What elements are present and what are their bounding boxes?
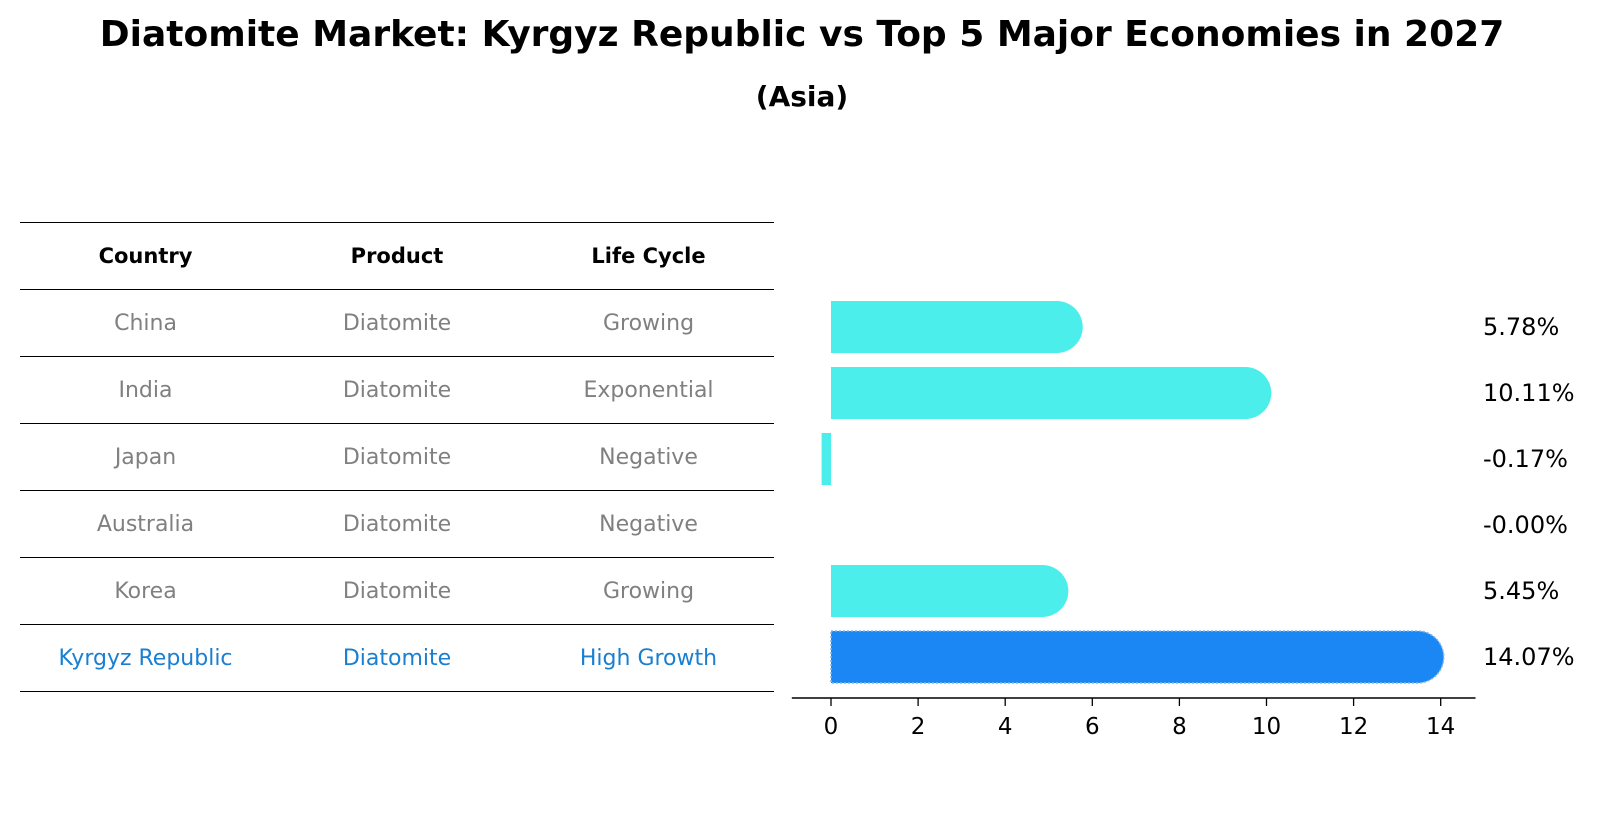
- cell-life-cycle: Negative: [599, 444, 698, 470]
- table-row: China Diatomite Growing: [20, 289, 774, 356]
- cell-life-cycle: Negative: [599, 511, 698, 537]
- header-country: Country: [98, 244, 193, 268]
- bar-kyrgyz-republic: [830, 630, 1445, 684]
- cell-country: Australia: [96, 511, 195, 537]
- bar-india: [831, 367, 1272, 419]
- x-tick-label: 4: [998, 714, 1013, 740]
- bar-value-label: 5.45%: [1483, 577, 1559, 605]
- header-life-cycle: Life Cycle: [591, 244, 706, 268]
- x-tick-label: 6: [1085, 714, 1100, 740]
- chart-title: Diatomite Market: Kyrgyz Republic vs Top…: [99, 14, 1505, 55]
- table-row: Australia Diatomite Negative: [20, 490, 774, 557]
- bar-korea: [831, 565, 1069, 617]
- x-tick-label: 14: [1426, 714, 1455, 740]
- cell-country: India: [118, 377, 173, 403]
- x-tick-label: 10: [1252, 714, 1281, 740]
- cell-country: Japan: [114, 444, 177, 470]
- cell-product: Diatomite: [342, 377, 452, 403]
- cell-country: Korea: [114, 578, 177, 604]
- bar-value-label: -0.00%: [1483, 511, 1568, 539]
- cell-product: Diatomite: [342, 444, 452, 470]
- x-tick-label: 0: [824, 714, 839, 740]
- bar-value-label: 10.11%: [1483, 379, 1575, 407]
- cell-product: Diatomite: [342, 578, 452, 604]
- x-tick-label: 2: [911, 714, 926, 740]
- cell-life-cycle: Exponential: [583, 377, 714, 403]
- x-tick-label: 8: [1172, 714, 1187, 740]
- cell-life-cycle: High Growth: [579, 645, 718, 671]
- bar-value-label: -0.17%: [1483, 445, 1568, 473]
- country-table: Country Product Life Cycle China Diatomi…: [20, 222, 774, 692]
- table-row: Korea Diatomite Growing: [20, 557, 774, 624]
- table-row-highlighted: Kyrgyz Republic Diatomite High Growth: [20, 624, 774, 692]
- x-tick-label: 12: [1339, 714, 1368, 740]
- cell-product: Diatomite: [342, 511, 452, 537]
- table-header-row: Country Product Life Cycle: [20, 222, 774, 289]
- table-row: Japan Diatomite Negative: [20, 423, 774, 490]
- bar-value-label: 5.78%: [1483, 313, 1559, 341]
- header-product: Product: [350, 244, 444, 268]
- cell-country: Kyrgyz Republic: [58, 645, 233, 671]
- bar-japan: [821, 433, 831, 485]
- cell-life-cycle: Growing: [602, 578, 695, 604]
- bar-value-label: 14.07%: [1483, 643, 1575, 671]
- bar-china: [831, 301, 1083, 353]
- cell-life-cycle: Growing: [602, 310, 695, 336]
- cell-country: China: [114, 310, 177, 336]
- cell-product: Diatomite: [342, 645, 452, 671]
- chart-subtitle: (Asia): [755, 80, 849, 113]
- cell-product: Diatomite: [342, 310, 452, 336]
- table-row: India Diatomite Exponential: [20, 356, 774, 423]
